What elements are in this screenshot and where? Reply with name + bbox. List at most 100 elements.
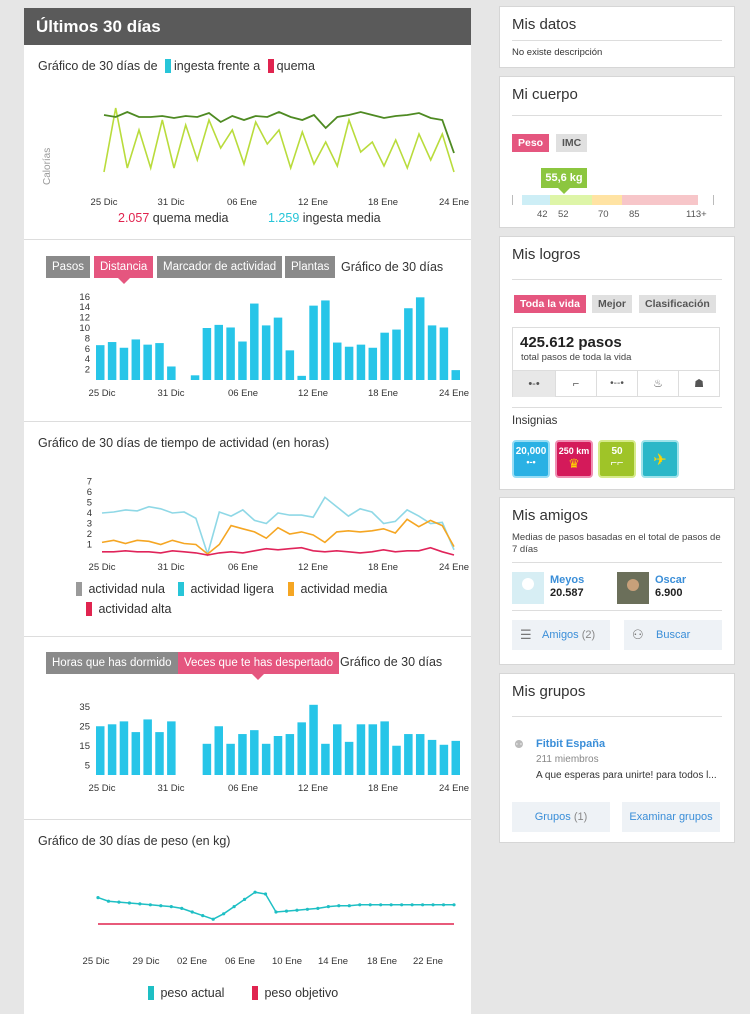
weight-point	[368, 903, 372, 907]
divider	[512, 407, 722, 408]
x-tick: 18 Ene	[368, 562, 398, 572]
tab-hours-slept[interactable]: Horas que has dormido	[46, 652, 178, 674]
badge-text: 250 km	[558, 446, 590, 456]
x-tick: 10 Ene	[272, 956, 302, 967]
distance-bar	[107, 342, 117, 380]
tab-floors[interactable]: Plantas	[285, 256, 336, 278]
weight-point	[452, 903, 456, 907]
awakened-bar	[344, 741, 354, 775]
legend-actual-weight: peso actual	[144, 986, 224, 1000]
badge-250-km[interactable]: 250 km ♛	[555, 440, 593, 478]
moderate-label: actividad media	[300, 582, 388, 596]
calories-y-label: Calorías	[42, 148, 53, 185]
divider	[512, 562, 722, 563]
weight-point	[316, 906, 320, 910]
tab-leaderboard[interactable]: Clasificación	[639, 295, 716, 313]
search-people-icon: ⚇	[632, 627, 644, 642]
badge-20000-steps[interactable]: 20,000 •‑•	[512, 440, 550, 478]
burn-line	[103, 111, 455, 154]
tab-distance[interactable]: Distancia	[94, 256, 154, 284]
x-tick: 29 Dic	[133, 956, 160, 967]
calories-title-prefix: Gráfico de 30 días de	[38, 59, 158, 73]
scale-overweight	[592, 195, 622, 205]
distance-bar	[380, 332, 389, 380]
divider	[512, 279, 722, 280]
awakened-bar	[380, 721, 389, 775]
avatar[interactable]	[512, 572, 544, 604]
tab-best[interactable]: Mejor	[592, 295, 633, 313]
search-button-label: Buscar	[656, 629, 691, 641]
tab-bmi[interactable]: IMC	[556, 134, 588, 152]
distance-bar	[250, 303, 259, 380]
x-tick: 31 Dic	[158, 783, 185, 794]
weight-point	[326, 905, 330, 909]
group-members: 211 miembros	[536, 754, 599, 765]
distance-icon[interactable]: •‑‑•	[596, 371, 637, 397]
weight-chart[interactable]: 25 Dic 29 Dic 02 Ene 06 Ene 10 Ene 14 Ene 18 E…	[24, 864, 471, 974]
group-name[interactable]: Fitbit España	[536, 738, 606, 750]
awakened-chart[interactable]: 35 25 15 5 25 Dic 31 Dic 06 Ene 12 Ene 18 Ene 24 …	[24, 687, 471, 802]
x-tick: 18 Ene	[368, 783, 398, 794]
my-body-card: Mi cuerpo Peso IMC 55,6 kg 42 52 70 85 1…	[499, 76, 735, 228]
tab-steps[interactable]: Pasos	[46, 256, 90, 278]
x-tick: 12 Ene	[298, 783, 328, 794]
avatar[interactable]	[617, 572, 649, 604]
x-tick: 06 Ene	[228, 562, 258, 572]
weight-point	[201, 914, 205, 918]
intake-line	[103, 107, 455, 173]
calories-title: Gráfico de 30 días de ingesta frente a q…	[38, 59, 315, 73]
my-data-description[interactable]: No existe descripción	[512, 47, 603, 58]
weight-point	[400, 903, 404, 907]
tab-weight[interactable]: Peso	[512, 134, 550, 152]
my-body-title: Mi cuerpo	[512, 86, 578, 103]
x-tick: 12 Ene	[298, 562, 328, 572]
x-tick: 24 Ene	[439, 562, 469, 572]
trophy-icon[interactable]: ☗	[678, 371, 719, 397]
distance-bar	[261, 325, 271, 380]
awakened-bar	[321, 743, 330, 775]
groups-button[interactable]: Grupos (1)	[512, 802, 610, 832]
badge-helicopter[interactable]: ✈	[641, 440, 679, 478]
sleep-chart-title: Gráfico de 30 días	[340, 655, 443, 669]
friend-name[interactable]: Oscar	[655, 574, 687, 586]
stairs-icon[interactable]: ⌐	[555, 371, 596, 397]
weight-point	[295, 908, 299, 912]
light-label: actividad ligera	[190, 582, 274, 596]
x-tick: 25 Dic	[83, 956, 110, 967]
list-icon: ☰	[520, 627, 532, 642]
burn-average-value: 2.057	[118, 211, 150, 225]
search-friends-button[interactable]: ⚇ Buscar	[624, 620, 722, 650]
badge-50-floors[interactable]: 50 ⌐⌐	[598, 440, 636, 478]
groups-count: (1)	[573, 811, 588, 823]
lifetime-total: 425.612 pasos	[520, 334, 622, 351]
sedentary-swatch	[76, 582, 82, 596]
weight-point	[284, 909, 289, 913]
weight-point	[138, 902, 142, 906]
y-tick: 5	[85, 760, 90, 771]
steps-icon[interactable]: •‑•	[513, 371, 555, 397]
y-tick: 5	[87, 498, 92, 509]
distance-bar	[392, 329, 401, 380]
badge-steps-glyph: •‑•	[526, 457, 536, 467]
friends-title: Mis amigos	[512, 507, 588, 524]
friends-button[interactable]: ☰ Amigos (2)	[512, 620, 610, 650]
explore-groups-button[interactable]: Examinar grupos	[622, 802, 720, 832]
friend-name[interactable]: Meyos	[550, 574, 585, 586]
flame-icon[interactable]: ♨	[637, 371, 678, 397]
calories-chart[interactable]: Calorías 25 Dic 31 Dic 06 Ene 12 Ene 18 Ene 2…	[24, 85, 471, 210]
awakened-bar	[261, 743, 271, 775]
weight-section: Gráfico de 30 días de peso (en kg) 25 Di…	[24, 820, 471, 1014]
y-tick: 3	[87, 519, 92, 530]
weight-point	[190, 910, 194, 914]
x-tick: 12 Ene	[298, 388, 328, 399]
x-tick: 25 Dic	[89, 388, 116, 399]
weight-point	[410, 903, 414, 907]
tab-activity-score[interactable]: Marcador de actividad	[157, 256, 283, 278]
intake-average-value: 1.259	[268, 211, 300, 225]
distance-bar	[415, 297, 425, 380]
tab-times-awakened[interactable]: Veces que te has despertado	[178, 652, 339, 680]
distance-bar	[131, 339, 141, 380]
tab-lifetime[interactable]: Toda la vida	[514, 295, 586, 313]
